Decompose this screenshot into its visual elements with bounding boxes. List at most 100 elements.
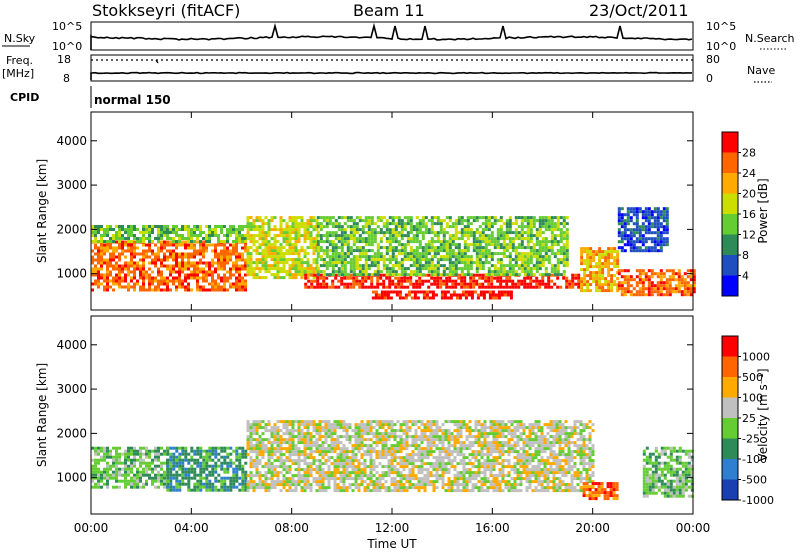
power-echo-cell <box>121 253 124 256</box>
power-echo-cell <box>530 216 533 219</box>
power-echo-cell <box>385 277 388 280</box>
power-echo-cell <box>416 216 419 219</box>
power-echo-cell <box>319 286 322 289</box>
velocity-echo-cell <box>382 444 385 447</box>
power-echo-cell <box>103 289 106 292</box>
power-echo-cell <box>211 286 214 289</box>
power-echo-cell <box>530 231 533 234</box>
velocity-echo-cell <box>250 444 253 447</box>
power-echo-cell <box>356 261 359 264</box>
power-echo-cell <box>283 252 286 255</box>
power-echo-cell <box>154 237 157 240</box>
power-echo-cell <box>491 225 494 228</box>
velocity-echo-cell <box>367 483 370 486</box>
power-echo-cell <box>568 283 571 286</box>
power-echo-cell <box>478 283 481 286</box>
velocity-echo-cell <box>316 450 319 453</box>
power-echo-cell <box>642 293 645 296</box>
power-echo-cell <box>377 267 380 270</box>
power-echo-cell <box>482 240 485 243</box>
velocity-echo-cell <box>334 468 337 471</box>
power-echo-cell <box>642 249 645 252</box>
power-echo-cell <box>426 294 429 297</box>
velocity-echo-cell <box>268 450 271 453</box>
power-echo-cell <box>130 228 133 231</box>
power-echo-cell <box>118 244 121 247</box>
power-echo-cell <box>289 249 292 252</box>
power-echo-cell <box>586 268 589 271</box>
power-echo-cell <box>410 270 413 273</box>
velocity-echo-cell <box>214 468 217 471</box>
power-echo-cell <box>274 243 277 246</box>
power-echo-cell <box>666 293 669 296</box>
power-echo-cell <box>247 231 250 234</box>
power-echo-cell <box>181 234 184 237</box>
velocity-echo-cell <box>328 444 331 447</box>
velocity-echo-cell <box>274 471 277 474</box>
power-echo-cell <box>335 225 338 228</box>
power-echo-cell <box>512 240 515 243</box>
power-echo-cell <box>521 237 524 240</box>
power-echo-cell <box>202 271 205 274</box>
velocity-echo-cell <box>340 486 343 489</box>
power-echo-cell <box>518 267 521 270</box>
velocity-echo-cell <box>97 480 100 483</box>
velocity-echo-cell <box>298 447 301 450</box>
power-echo-cell <box>577 283 580 286</box>
power-echo-cell <box>301 273 304 276</box>
velocity-echo-cell <box>394 453 397 456</box>
velocity-echo-cell <box>265 447 268 450</box>
velocity-echo-cell <box>103 474 106 477</box>
power-echo-cell <box>500 237 503 240</box>
power-echo-cell <box>292 261 295 264</box>
power-echo-cell <box>169 237 172 240</box>
velocity-echo-cell <box>283 474 286 477</box>
power-echo-cell <box>241 228 244 231</box>
velocity-echo-cell <box>160 453 163 456</box>
power-echo-cell <box>488 225 491 228</box>
power-echo-cell <box>416 270 419 273</box>
power-echo-cell <box>332 273 335 276</box>
velocity-echo-cell <box>181 453 184 456</box>
velocity-echo-cell <box>94 450 97 453</box>
power-echo-cell <box>289 252 292 255</box>
power-echo-cell <box>184 262 187 265</box>
power-echo-cell <box>157 234 160 237</box>
power-echo-cell <box>181 283 184 286</box>
velocity-echo-cell <box>250 483 253 486</box>
power-echo-cell <box>583 250 586 253</box>
power-echo-cell <box>124 237 127 240</box>
power-echo-cell <box>371 219 374 222</box>
power-echo-cell <box>660 272 663 275</box>
power-echo-cell <box>556 286 559 289</box>
power-echo-cell <box>320 222 323 225</box>
velocity-echo-cell <box>310 432 313 435</box>
power-echo-cell <box>172 280 175 283</box>
power-echo-cell <box>256 225 259 228</box>
power-echo-cell <box>277 276 280 279</box>
power-echo-cell <box>356 231 359 234</box>
power-echo-cell <box>395 246 398 249</box>
power-echo-cell <box>151 271 154 274</box>
power-echo-cell <box>169 231 172 234</box>
velocity-echo-cell <box>313 435 316 438</box>
power-echo-cell <box>471 294 474 297</box>
power-echo-cell <box>181 253 184 256</box>
power-echo-cell <box>130 280 133 283</box>
velocity-echo-cell <box>313 462 316 465</box>
power-echo-cell <box>551 252 554 255</box>
power-echo-cell <box>127 225 130 228</box>
velocity-echo-cell <box>388 462 391 465</box>
power-echo-cell <box>136 253 139 256</box>
power-echo-cell <box>353 234 356 237</box>
power-echo-cell <box>610 247 613 250</box>
power-echo-cell <box>412 286 415 289</box>
nsky-tick-bottom: 10^0 <box>52 40 82 53</box>
power-echo-cell <box>598 280 601 283</box>
power-echo-cell <box>307 252 310 255</box>
velocity-echo-cell <box>148 474 151 477</box>
power-echo-cell <box>133 247 136 250</box>
power-echo-cell <box>434 264 437 267</box>
date-title: 23/Oct/2011 <box>589 0 689 22</box>
power-echo-cell <box>506 222 509 225</box>
